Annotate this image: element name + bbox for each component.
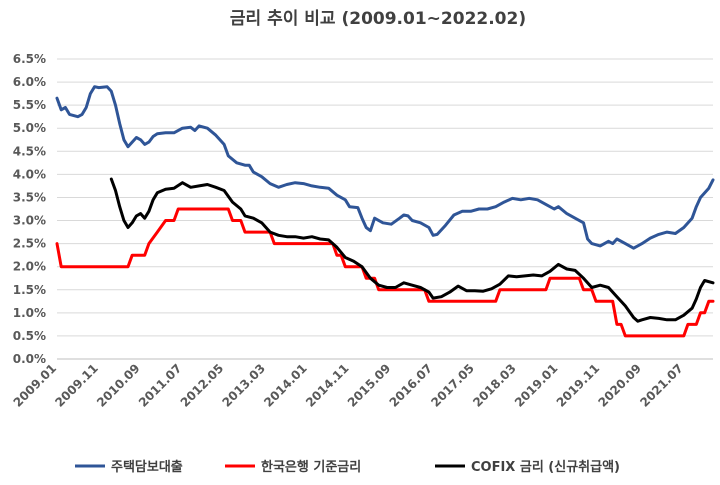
y-tick-label: 1.5% — [13, 283, 46, 297]
series-line-2 — [55, 207, 715, 338]
x-tick-label: 2021.07 — [637, 361, 686, 410]
y-tick-label: 5.0% — [13, 121, 46, 135]
x-tick-label: 2009.11 — [52, 361, 101, 410]
x-tick-label: 2014.11 — [303, 361, 352, 410]
y-tick-label: 5.5% — [13, 98, 46, 112]
legend-label: 한국은행 기준금리 — [261, 459, 361, 475]
legend: 주택담보대출 한국은행 기준금리 COFIX 금리 (신규취급액) — [75, 459, 620, 475]
series-lines — [55, 85, 715, 338]
y-tick-label: 3.0% — [13, 214, 46, 228]
y-tick-label: 0.0% — [13, 352, 46, 366]
series-line-1 — [55, 85, 715, 250]
y-tick-label: 3.5% — [13, 190, 46, 204]
x-tick-label: 2009.01 — [11, 361, 60, 410]
y-tick-label: 4.0% — [13, 167, 46, 181]
x-axis-ticks: 2009.012009.112010.092011.072012.052013.… — [11, 361, 686, 410]
y-tick-label: 6.5% — [13, 52, 46, 66]
y-tick-label: 1.0% — [13, 306, 46, 320]
legend-label: COFIX 금리 (신규취급액) — [471, 459, 620, 475]
chart-title: 금리 추이 비교 (2009.01~2022.02) — [230, 9, 526, 29]
legend-label: 주택담보대출 — [111, 459, 183, 475]
x-tick-label: 2011.07 — [136, 361, 185, 410]
y-tick-label: 2.0% — [13, 260, 46, 274]
x-tick-label: 2018.03 — [470, 361, 519, 410]
x-tick-label: 2019.11 — [554, 361, 603, 410]
x-tick-label: 2013.03 — [219, 361, 268, 410]
x-tick-label: 2019.01 — [512, 361, 561, 410]
x-tick-label: 2017.05 — [428, 361, 477, 410]
x-tick-label: 2016.07 — [387, 361, 436, 410]
y-tick-label: 2.5% — [13, 237, 46, 251]
x-tick-label: 2015.09 — [345, 361, 394, 410]
y-tick-label: 4.5% — [13, 144, 46, 158]
y-tick-label: 0.5% — [13, 329, 46, 343]
y-axis-ticks: 0.0% 0.5% 1.0% 1.5% 2.0% 2.5% 3.0% 3.5% 4.0% 4.5%… — [13, 52, 46, 366]
x-tick-label: 2020.09 — [596, 361, 645, 410]
y-tick-label: 6.0% — [13, 75, 46, 89]
series-line-3 — [109, 177, 715, 323]
x-tick-label: 2012.05 — [178, 361, 227, 410]
x-tick-label: 2010.09 — [94, 361, 143, 410]
x-tick-label: 2014.01 — [261, 361, 310, 410]
